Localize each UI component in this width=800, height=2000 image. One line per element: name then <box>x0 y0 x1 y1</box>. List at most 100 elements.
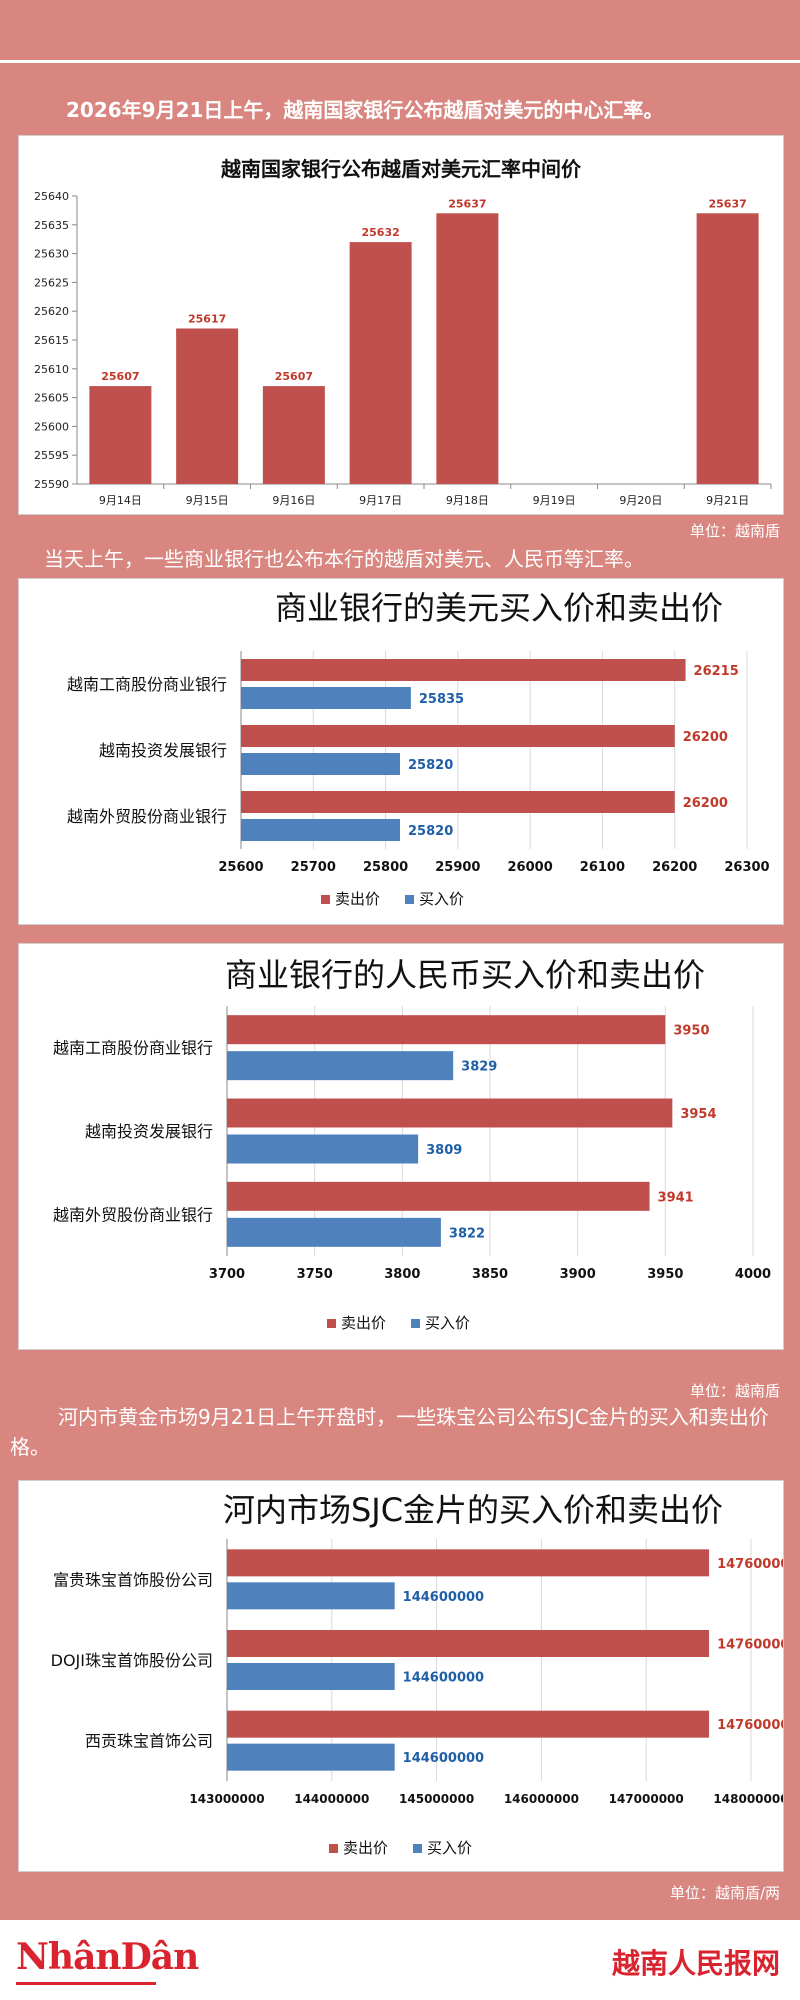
y-tick-label: 25635 <box>34 219 69 232</box>
sell-bar <box>241 725 675 747</box>
x-tick-label: 9月16日 <box>272 494 315 507</box>
bar <box>349 242 412 484</box>
sell-data-label: 3950 <box>673 1024 709 1039</box>
top-divider <box>0 60 800 63</box>
x-tick-label: 3800 <box>384 1267 420 1282</box>
bar <box>696 213 759 484</box>
y-tick-label: 25615 <box>34 334 69 347</box>
gold-price-chart: 河内市场SJC金片的买入价和卖出价 143000000 144000000 14500… <box>51 1491 799 1857</box>
buy-data-label: 144600000 <box>403 1590 484 1605</box>
x-tick-label: 148000000 <box>713 1792 783 1806</box>
sell-data-label: 3954 <box>680 1107 716 1122</box>
sell-bar <box>227 1015 666 1045</box>
logo-underline <box>16 1982 156 1985</box>
x-tick-label: 25700 <box>291 860 336 875</box>
sell-data-label: 147600000 <box>717 1638 783 1653</box>
buy-bar <box>241 753 401 775</box>
x-tick-label: 26000 <box>508 860 553 875</box>
category-label: DOJI珠宝首饰股份公司 <box>51 1651 213 1670</box>
y-tick-label: 25590 <box>34 478 69 491</box>
category-label: 西贡珠宝首饰公司 <box>85 1732 213 1751</box>
sell-bar <box>227 1710 710 1738</box>
buy-data-label: 25820 <box>408 758 453 773</box>
sell-data-label: 3941 <box>658 1190 694 1205</box>
category-label: 越南外贸股份商业银行 <box>67 807 227 826</box>
data-label: 25632 <box>361 226 399 239</box>
sell-bar <box>227 1098 673 1128</box>
buy-bar <box>227 1582 395 1610</box>
sell-data-label: 26215 <box>694 664 739 679</box>
data-label: 25637 <box>448 197 486 210</box>
unit-label-3: 单位：越南盾/两 <box>669 1884 780 1902</box>
legend-swatch-sell <box>321 895 330 904</box>
category-label: 越南投资发展银行 <box>99 741 227 760</box>
legend-swatch-buy <box>411 1319 420 1328</box>
buy-data-label: 3809 <box>426 1143 462 1158</box>
buy-bar <box>227 1134 419 1164</box>
buy-bar <box>241 687 411 709</box>
buy-bar <box>227 1743 395 1771</box>
data-label: 25607 <box>101 370 139 383</box>
y-tick-label: 25605 <box>34 392 69 405</box>
intro-text-3: 河内市黄金市场9月21日上午开盘时，一些珠宝公司公布SJC金片的买入和卖出价格。 <box>10 1405 769 1459</box>
legend-label-buy: 买入价 <box>427 1839 472 1857</box>
x-tick-label: 147000000 <box>609 1792 684 1806</box>
chart-title: 越南国家银行公布越盾对美元汇率中间价 <box>220 157 582 181</box>
unit-label-1: 单位：越南盾 <box>689 522 780 540</box>
legend-label-sell: 卖出价 <box>335 890 380 908</box>
legend-label-buy: 买入价 <box>425 1314 470 1332</box>
buy-data-label: 3822 <box>449 1226 485 1241</box>
usd-rate-chart: 商业银行的美元买入价和卖出价 25600 25700 25800 25900 26000 2… <box>67 589 770 908</box>
x-tick-label: 3950 <box>647 1267 683 1282</box>
x-tick-label: 9月19日 <box>533 494 576 507</box>
site-name[interactable]: 越南人民报网 <box>611 1947 780 1980</box>
bar <box>89 386 152 484</box>
x-tick-label: 3850 <box>472 1267 508 1282</box>
buy-bar <box>227 1217 441 1247</box>
y-tick-label: 25620 <box>34 305 69 318</box>
legend-label-sell: 卖出价 <box>341 1314 386 1332</box>
sell-bar <box>241 791 675 813</box>
category-label: 越南工商股份商业银行 <box>53 1039 213 1058</box>
sell-data-label: 147600000 <box>717 1718 783 1733</box>
x-tick-label: 146000000 <box>504 1792 579 1806</box>
x-tick-label: 3750 <box>297 1267 333 1282</box>
intro-text-2: 当天上午，一些商业银行也公布本行的越盾对美元、人民币等汇率。 <box>44 547 644 571</box>
bar <box>176 328 239 484</box>
buy-bar <box>241 819 401 841</box>
sell-bar <box>227 1181 650 1211</box>
chart-panel-3: 商业银行的人民币买入价和卖出价 3700 3750 3800 3850 3900 3950 4… <box>18 943 784 1350</box>
nhandan-logo[interactable]: NhânDân <box>16 1936 199 1978</box>
y-tick-label: 25600 <box>34 420 69 433</box>
category-label: 越南工商股份商业银行 <box>67 675 227 694</box>
x-tick-label: 145000000 <box>399 1792 474 1806</box>
central-rate-chart: 越南国家银行公布越盾对美元汇率中间价 25590 25595 25600 25605 25… <box>34 157 772 507</box>
x-tick-label: 9月14日 <box>99 494 142 507</box>
chart-title: 河内市场SJC金片的买入价和卖出价 <box>223 1491 723 1529</box>
x-tick-label: 4000 <box>735 1267 771 1282</box>
sell-bar <box>241 659 686 681</box>
buy-data-label: 25835 <box>419 692 464 707</box>
intro-text-1: 2026年9月21日上午，越南国家银行公布越盾对美元的中心汇率。 <box>66 98 664 122</box>
y-tick-label: 25595 <box>34 449 69 462</box>
footer: NhânDân 越南人民报网 <box>0 1920 800 2000</box>
x-tick-label: 9月21日 <box>706 494 749 507</box>
buy-data-label: 3829 <box>461 1060 497 1075</box>
legend-swatch-sell <box>329 1844 338 1853</box>
y-tick-label: 25610 <box>34 363 69 376</box>
buy-bar <box>227 1663 395 1690</box>
sell-bar <box>227 1549 710 1577</box>
x-tick-label: 26200 <box>652 860 697 875</box>
legend-label-sell: 卖出价 <box>343 1839 388 1857</box>
category-label: 富贵珠宝首饰股份公司 <box>53 1570 213 1589</box>
x-tick-label: 26100 <box>580 860 625 875</box>
bar <box>262 386 325 484</box>
chart-title: 商业银行的人民币买入价和卖出价 <box>225 956 705 994</box>
x-tick-label: 25600 <box>218 860 263 875</box>
buy-bar <box>227 1051 454 1081</box>
unit-label-2: 单位：越南盾 <box>689 1382 780 1400</box>
x-tick-label: 26300 <box>724 860 769 875</box>
legend-swatch-buy <box>405 895 414 904</box>
chart-panel-2: 商业银行的美元买入价和卖出价 25600 25700 25800 25900 26000 2… <box>18 578 784 925</box>
x-tick-label: 3700 <box>209 1267 245 1282</box>
